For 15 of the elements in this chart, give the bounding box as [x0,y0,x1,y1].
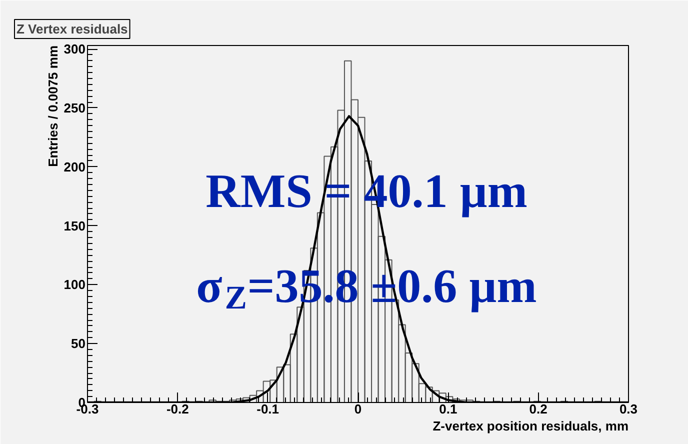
y-tick-label: 150 [64,218,86,234]
y-tick-label: 300 [64,42,86,57]
y-tick-label: 200 [64,159,86,174]
x-axis-title: Z-vertex position residuals, mm [432,418,629,434]
x-tick-label: 0.3 [619,402,638,416]
y-tick-label: 50 [71,336,86,352]
x-tick-label: 0 [354,402,362,416]
y-axis-title: Entries / 0.0075 mm [46,45,60,167]
x-tick-label: -0.1 [256,402,280,416]
chart-title: Z Vertex residuals [16,22,128,36]
x-tick-label: -0.2 [166,402,189,416]
y-tick-label: 250 [64,100,86,116]
x-tick-label: 0.2 [529,402,548,416]
x-tick-label: 0.1 [439,402,458,416]
y-tick-label: 100 [64,277,86,292]
